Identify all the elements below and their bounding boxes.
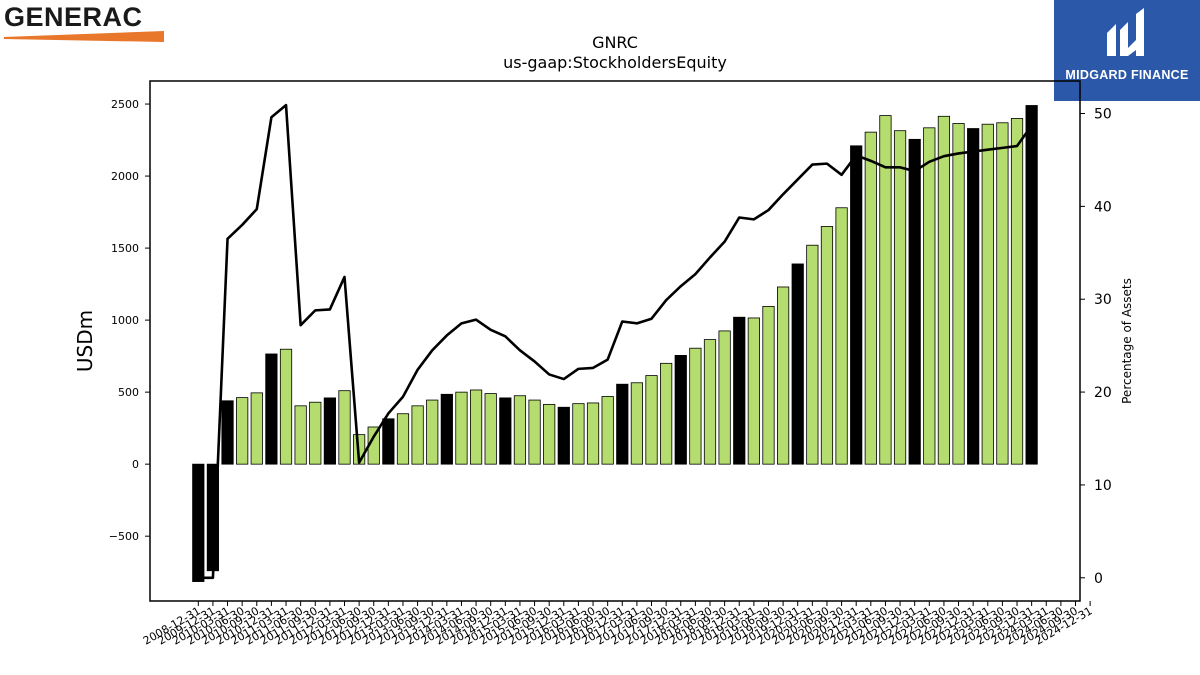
y2-tick-label: 30 [1094,292,1112,308]
bar-2016-12-31 [616,383,629,465]
bar-2017-06-30 [645,375,658,465]
bar-2019-09-30 [777,286,790,465]
y2-tick-label: 0 [1094,571,1103,587]
y2-axis-label: Percentage of Assets [1120,278,1134,404]
bar-2013-03-31 [396,413,410,465]
y-axis-label: USDm [73,310,97,372]
midgard-logo-text: MIDGARD FINANCE [1065,68,1189,82]
y-tick-label: 1500 [111,242,139,255]
bar-2019-03-31 [747,317,760,465]
y2-tick-label: 50 [1094,107,1112,123]
y-tick-label: 1000 [111,314,139,327]
bar-2015-12-31 [557,406,570,465]
bar-2023-03-31 [981,123,994,465]
bar-2017-09-30 [660,362,673,465]
bar-2012-03-31 [338,390,351,465]
bar-2018-03-31 [689,347,702,465]
bar-2019-12-31 [791,263,804,465]
bar-2011-03-31 [279,348,293,465]
bar-2010-03-31 [221,400,234,465]
bar-2018-12-31 [733,316,746,465]
y-tick-label: 2000 [111,170,139,183]
bar-2010-12-31 [265,353,278,465]
bar-2018-06-30 [703,339,717,465]
bar-2010-09-30 [250,392,263,465]
bar-2021-06-30 [879,115,892,465]
midgard-finance-logo: MIDGARD FINANCE [1054,0,1200,101]
bar-2021-09-30 [893,130,907,465]
generac-logo: GENERAC [4,4,174,44]
percentage-line [198,103,1033,580]
bar-2019-06-30 [762,306,775,465]
x-axis-ticks: 2008-12-312009-12-312010-03-312010-06-30… [141,601,1095,648]
bar-2015-09-30 [543,403,556,465]
bar-2015-06-30 [528,399,541,465]
bar-2020-12-31 [850,145,863,465]
plot-frame [149,80,1081,602]
bars-group [192,105,1038,582]
bar-2011-09-30 [309,401,322,465]
bar-2023-12-31 [1025,105,1038,465]
y2-tick-label: 20 [1094,385,1112,401]
bar-2022-03-31 [923,127,936,465]
bar-2022-09-30 [952,123,965,465]
bar-2017-03-31 [630,382,644,465]
generac-logo-swoosh [4,31,164,42]
generac-logo-text: GENERAC [4,2,143,32]
bar-2020-06-30 [820,226,834,465]
bar-2011-12-31 [323,397,336,465]
y-tick-label: 0 [132,458,139,471]
bar-2011-06-30 [294,405,307,465]
bar-2012-12-31 [382,418,395,465]
bar-2014-06-30 [469,389,483,465]
chart-title: GNRC [592,33,638,52]
bar-2022-06-30 [937,115,951,465]
bar-2016-06-30 [586,402,600,465]
bar-2021-03-31 [864,131,877,465]
percentage-line-group [198,103,1033,580]
y2-tick-label: 40 [1094,199,1112,215]
bar-2013-12-31 [440,393,453,465]
midgard-mark-icon [1107,8,1144,56]
y2-axis-ticks: 0 10 20 30 40 50 [1080,107,1112,587]
bar-2014-12-31 [499,397,512,465]
bar-2020-09-30 [835,207,848,465]
bar-2010-06-30 [236,397,249,465]
bar-2023-06-30 [996,122,1009,465]
bar-2023-09-30 [1010,118,1024,465]
bar-2017-12-31 [674,354,687,465]
bar-2016-03-31 [572,403,585,465]
y-axis-ticks: −500 0 500 1000 1500 2000 2500 [109,98,150,543]
bar-2018-09-30 [718,330,731,465]
bar-2008-12-31 [192,463,205,582]
y-tick-label: 500 [118,386,139,399]
bar-2021-12-31 [908,138,921,465]
bar-2015-03-31 [513,395,527,465]
bar-2013-09-30 [426,399,439,465]
y-tick-label: 2500 [111,98,139,111]
y-tick-label: −500 [109,530,139,543]
bar-2014-03-31 [455,391,468,465]
chart-subtitle: us-gaap:StockholdersEquity [503,53,727,72]
y2-tick-label: 10 [1094,478,1112,494]
bar-2014-09-30 [484,393,497,465]
bar-2020-03-31 [806,244,819,465]
bar-2022-12-31 [967,128,980,465]
bar-2013-06-30 [411,405,424,465]
bar-2016-09-30 [601,396,614,465]
